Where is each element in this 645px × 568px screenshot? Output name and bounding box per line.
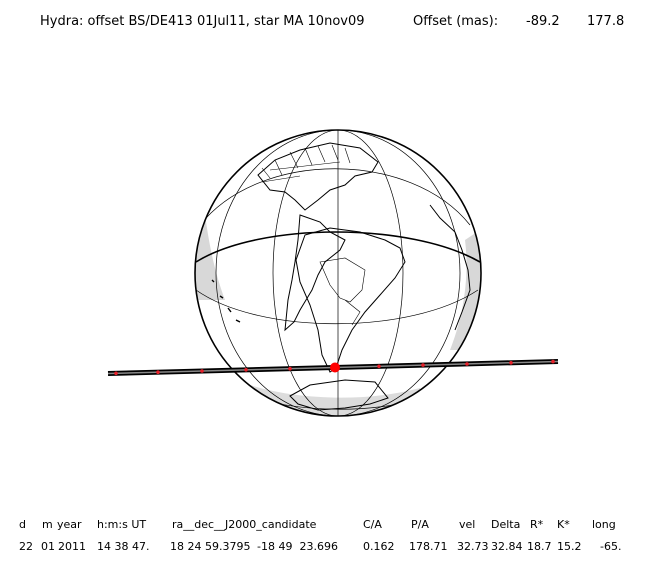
- occultation-chord: [107, 359, 559, 376]
- value-dec: -18 49 23.696: [257, 540, 338, 553]
- value-r: 18.7: [527, 540, 552, 553]
- offset-label: Offset (mas):: [413, 14, 499, 29]
- title-text: Hydra: offset BS/DE413 01Jul11, star MA …: [40, 14, 365, 29]
- value-year: 2011: [58, 540, 86, 553]
- col-header-ca: C/A: [363, 518, 382, 531]
- night-shade: [195, 160, 480, 416]
- value-ca: 0.162: [363, 540, 395, 553]
- value-long: -65.: [600, 540, 622, 553]
- col-header-time: h:m:s UT: [97, 518, 147, 531]
- col-header-vel: vel: [459, 518, 476, 531]
- col-header-r: R*: [530, 518, 544, 531]
- col-header-year: year: [57, 518, 82, 531]
- value-pa: 178.71: [409, 540, 448, 553]
- value-vel: 32.73: [457, 540, 489, 553]
- col-header-pa: P/A: [411, 518, 429, 531]
- col-header-radec: ra__dec__J2000_candidate: [172, 518, 317, 531]
- plot-title: Hydra: offset BS/DE413 01Jul11, star MA …: [40, 14, 624, 89]
- value-time: 14 38 47.: [97, 540, 150, 553]
- value-day: 22: [19, 540, 33, 553]
- continents: [211, 142, 471, 411]
- chord-time-markers: [114, 359, 555, 376]
- col-header-month: m: [42, 518, 53, 531]
- value-k: 15.2: [557, 540, 582, 553]
- north-america-outline: [257, 142, 379, 211]
- value-delta: 32.84: [491, 540, 523, 553]
- offset-x-value: -89.2: [526, 14, 560, 29]
- south-america-outline: [295, 227, 406, 373]
- pacific-islands: [211, 279, 241, 323]
- col-header-delta: Delta: [491, 518, 521, 531]
- col-header-long: long: [592, 518, 616, 531]
- africa-coast: [429, 204, 471, 331]
- us-state-borders: [261, 144, 351, 183]
- central-america-outline: [284, 214, 346, 332]
- col-header-day: d: [19, 518, 26, 531]
- graticule: [195, 130, 479, 416]
- offset-y-value: 177.8: [587, 14, 625, 29]
- value-month: 01: [41, 540, 55, 553]
- south-america-borders: [319, 257, 366, 326]
- col-header-k: K*: [557, 518, 570, 531]
- equator-line: [195, 231, 481, 263]
- value-ra: 18 24 59.3795: [170, 540, 251, 553]
- closest-approach-marker: [330, 362, 340, 373]
- antarctica-outline: [289, 379, 389, 411]
